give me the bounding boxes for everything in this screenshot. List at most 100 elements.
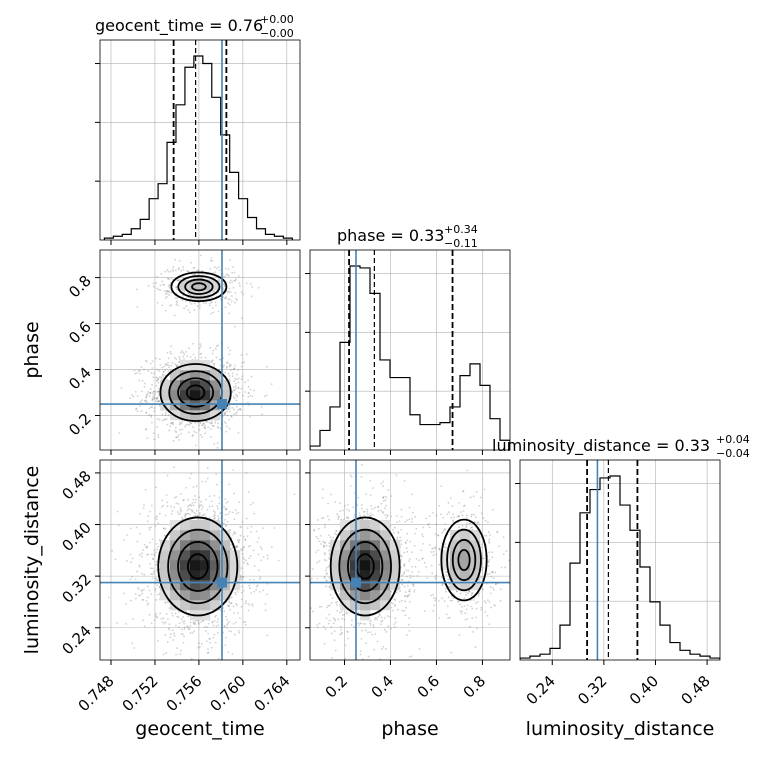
sample-point xyxy=(242,546,245,549)
sample-point xyxy=(190,302,193,305)
sample-point xyxy=(266,554,269,557)
density-cell xyxy=(170,540,181,551)
sample-point xyxy=(178,361,180,364)
sample-point xyxy=(327,604,330,607)
density-cell xyxy=(160,540,171,551)
sample-point xyxy=(243,545,246,548)
sample-point xyxy=(195,498,198,501)
sample-point xyxy=(197,642,200,645)
sample-point xyxy=(405,569,408,572)
sample-point xyxy=(143,368,145,371)
sample-point xyxy=(151,397,154,400)
sample-point xyxy=(238,408,241,411)
sample-point xyxy=(148,613,151,616)
sample-point xyxy=(175,300,178,303)
sample-point xyxy=(168,284,171,286)
sample-point xyxy=(228,511,231,513)
sample-point xyxy=(166,505,169,508)
sample-point xyxy=(143,399,146,402)
sample-point xyxy=(173,466,175,469)
sample-point xyxy=(337,618,340,621)
sample-point xyxy=(233,380,236,382)
sample-point xyxy=(201,424,203,427)
sample-point xyxy=(145,428,147,431)
sample-point xyxy=(168,623,171,626)
sample-point xyxy=(187,498,190,501)
sample-point xyxy=(366,513,369,515)
sample-point xyxy=(207,622,210,625)
sample-point xyxy=(237,511,240,514)
sample-point xyxy=(154,577,157,580)
sample-point xyxy=(134,372,137,375)
sample-point xyxy=(137,586,139,589)
sample-point xyxy=(193,630,196,633)
sample-point xyxy=(153,554,156,557)
sample-point xyxy=(398,520,401,523)
sample-point xyxy=(173,634,176,637)
sample-point xyxy=(217,624,220,627)
sample-point xyxy=(227,620,230,623)
density-cell xyxy=(200,370,211,381)
sample-point xyxy=(211,290,214,293)
sample-point xyxy=(384,648,387,650)
sample-point xyxy=(235,373,238,376)
sample-point xyxy=(408,588,411,591)
sample-point xyxy=(107,596,110,599)
sample-point xyxy=(164,368,167,371)
sample-point xyxy=(141,379,144,382)
sample-point xyxy=(385,504,387,507)
sample-point xyxy=(226,362,228,365)
sample-point xyxy=(239,408,242,410)
sample-point xyxy=(240,387,243,390)
sample-point xyxy=(202,422,205,425)
sample-point xyxy=(345,611,348,614)
sample-point xyxy=(136,410,139,413)
sample-point xyxy=(228,483,231,486)
sample-point xyxy=(167,364,170,367)
sample-point xyxy=(357,496,359,499)
sample-point xyxy=(174,363,176,366)
sample-point xyxy=(183,628,186,630)
sample-point xyxy=(219,358,222,361)
sample-point xyxy=(393,526,396,529)
sample-point xyxy=(333,618,336,621)
sample-point xyxy=(201,424,204,427)
sample-point xyxy=(224,371,227,374)
sample-point xyxy=(150,526,152,529)
sample-point xyxy=(144,488,147,491)
density-cell xyxy=(220,590,231,601)
sample-point xyxy=(413,590,415,593)
sample-point xyxy=(168,429,171,432)
sample-point xyxy=(232,286,235,289)
sample-point xyxy=(197,621,200,624)
sample-point xyxy=(333,639,336,642)
sample-point xyxy=(381,485,384,487)
sample-point xyxy=(212,311,215,314)
sample-point xyxy=(339,510,342,513)
sample-point xyxy=(187,670,189,672)
sample-point xyxy=(230,363,233,366)
sample-point xyxy=(174,496,176,499)
sample-point xyxy=(150,553,153,555)
sample-point xyxy=(196,514,199,517)
sample-point xyxy=(242,556,244,559)
density-cell xyxy=(190,560,201,571)
sample-point xyxy=(261,527,264,530)
sample-point xyxy=(328,613,331,616)
sample-point xyxy=(225,508,228,511)
sample-point xyxy=(346,503,349,506)
sample-point xyxy=(186,509,189,512)
sample-point xyxy=(244,381,247,384)
sample-point xyxy=(198,513,201,516)
sample-point xyxy=(226,410,229,413)
sample-point xyxy=(172,423,174,426)
sample-point xyxy=(138,565,141,568)
sample-point xyxy=(237,540,240,543)
sample-point xyxy=(229,298,231,301)
sample-point xyxy=(166,292,168,295)
sample-point xyxy=(129,553,132,556)
density-cell xyxy=(200,520,211,531)
sample-point xyxy=(149,562,152,565)
sample-point xyxy=(396,536,399,539)
sample-point xyxy=(166,474,169,477)
